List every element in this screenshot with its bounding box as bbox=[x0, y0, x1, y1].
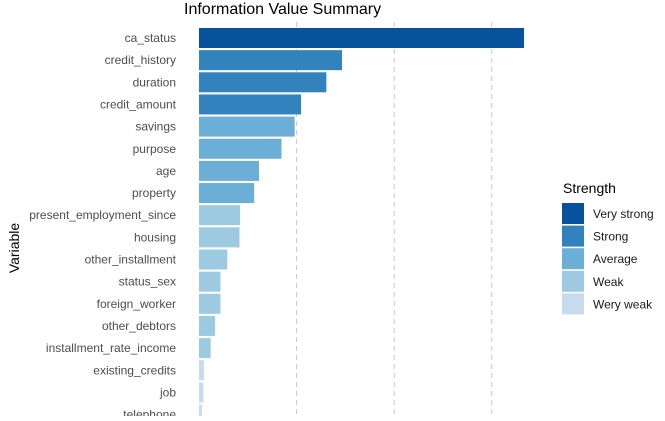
legend-label-2: Average bbox=[593, 252, 638, 266]
tick-label-other_installment: other_installment bbox=[85, 253, 177, 267]
bar-present_employment_since bbox=[199, 205, 240, 226]
tick-label-savings: savings bbox=[135, 120, 176, 134]
bar-installment_rate_income bbox=[199, 338, 211, 359]
chart-title: Information Value Summary bbox=[184, 1, 381, 18]
legend-swatch-4 bbox=[562, 293, 584, 315]
bars bbox=[199, 28, 525, 421]
bar-savings bbox=[199, 116, 295, 137]
bar-purpose bbox=[199, 138, 282, 159]
tick-label-age: age bbox=[156, 164, 176, 178]
tick-label-ca_status: ca_status bbox=[125, 31, 176, 45]
legend-title: Strength bbox=[563, 180, 616, 196]
bar-credit_history bbox=[199, 50, 342, 71]
tick-label-credit_history: credit_history bbox=[105, 53, 176, 67]
tick-label-job: job bbox=[159, 385, 176, 399]
bar-job bbox=[199, 382, 204, 403]
legend-swatch-3 bbox=[562, 270, 584, 292]
legend-swatch-2 bbox=[562, 248, 584, 270]
bar-telephone bbox=[199, 404, 202, 421]
legend-swatch-0 bbox=[562, 203, 584, 224]
legend-label-4: Wery weak bbox=[593, 297, 653, 311]
bar-existing_credits bbox=[199, 360, 204, 381]
tick-label-present_employment_since: present_employment_since bbox=[29, 208, 176, 222]
tick-label-housing: housing bbox=[134, 230, 176, 244]
legend-swatch-1 bbox=[562, 225, 584, 247]
tick-label-property: property bbox=[132, 186, 176, 200]
tick-label-credit_amount: credit_amount bbox=[100, 97, 177, 111]
y-axis-label: Variable bbox=[6, 223, 22, 274]
tick-label-purpose: purpose bbox=[133, 142, 177, 156]
tick-label-other_debtors: other_debtors bbox=[102, 319, 176, 333]
bar-other_debtors bbox=[199, 315, 216, 336]
bar-credit_amount bbox=[199, 94, 301, 115]
tick-label-installment_rate_income: installment_rate_income bbox=[46, 341, 176, 355]
legend-label-1: Strong bbox=[593, 230, 628, 244]
bar-status_sex bbox=[199, 271, 221, 292]
bar-duration bbox=[199, 72, 327, 93]
bar-property bbox=[199, 183, 255, 204]
tick-label-existing_credits: existing_credits bbox=[93, 363, 176, 377]
tick-label-foreign_worker: foreign_worker bbox=[97, 297, 176, 311]
tick-label-duration: duration bbox=[133, 75, 176, 89]
legend-label-0: Very strong bbox=[593, 207, 654, 221]
category-labels: ca_status credit_history duration credit_am… bbox=[29, 31, 177, 421]
bar-other_installment bbox=[199, 249, 228, 270]
legend: Strength Very strong Strong Average Weak Wer… bbox=[562, 180, 654, 315]
tick-label-telephone: telephone bbox=[123, 408, 176, 416]
bar-age bbox=[199, 160, 260, 181]
bar-foreign_worker bbox=[199, 293, 221, 314]
legend-label-3: Weak bbox=[593, 275, 624, 289]
bar-housing bbox=[199, 227, 240, 248]
tick-label-status_sex: status_sex bbox=[119, 275, 176, 289]
bar-ca_status bbox=[199, 28, 525, 48]
